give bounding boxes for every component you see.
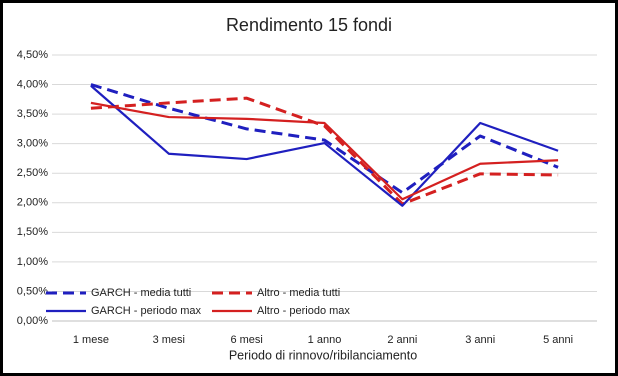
series-line [90,83,559,195]
series-line [90,84,559,207]
legend-label: Altro - periodo max [257,305,350,317]
legend-label: Altro - media tutti [257,287,340,299]
legend-label: GARCH - media tutti [91,287,191,299]
series-line [90,96,559,206]
x-tick-label: 2 anni [387,334,417,346]
x-tick-label: 5 anni [543,334,573,346]
y-tick-label: 1,00% [17,256,48,268]
y-tick-label: 4,00% [17,78,48,90]
chart-title: Rendimento 15 fondi [226,15,392,35]
legend-label: GARCH - periodo max [91,305,202,317]
x-tick-label: 3 mesi [153,334,185,346]
y-tick-label: 3,00% [17,138,48,150]
x-tick-label: 3 anni [465,334,495,346]
y-tick-label: 0,50% [17,285,48,297]
x-tick-label: 6 mesi [230,334,262,346]
x-axis-title: Periodo di rinnovo/ribilanciamento [229,348,417,362]
y-tick-label: 1,50% [17,226,48,238]
x-tick-label: 1 anno [308,334,342,346]
series-line [90,101,559,201]
x-tick-label: 1 mese [73,334,109,346]
y-tick-label: 0,00% [17,315,48,327]
y-tick-label: 2,00% [17,197,48,209]
y-tick-label: 3,50% [17,108,48,120]
y-tick-label: 2,50% [17,167,48,179]
y-tick-label: 4,50% [17,49,48,61]
